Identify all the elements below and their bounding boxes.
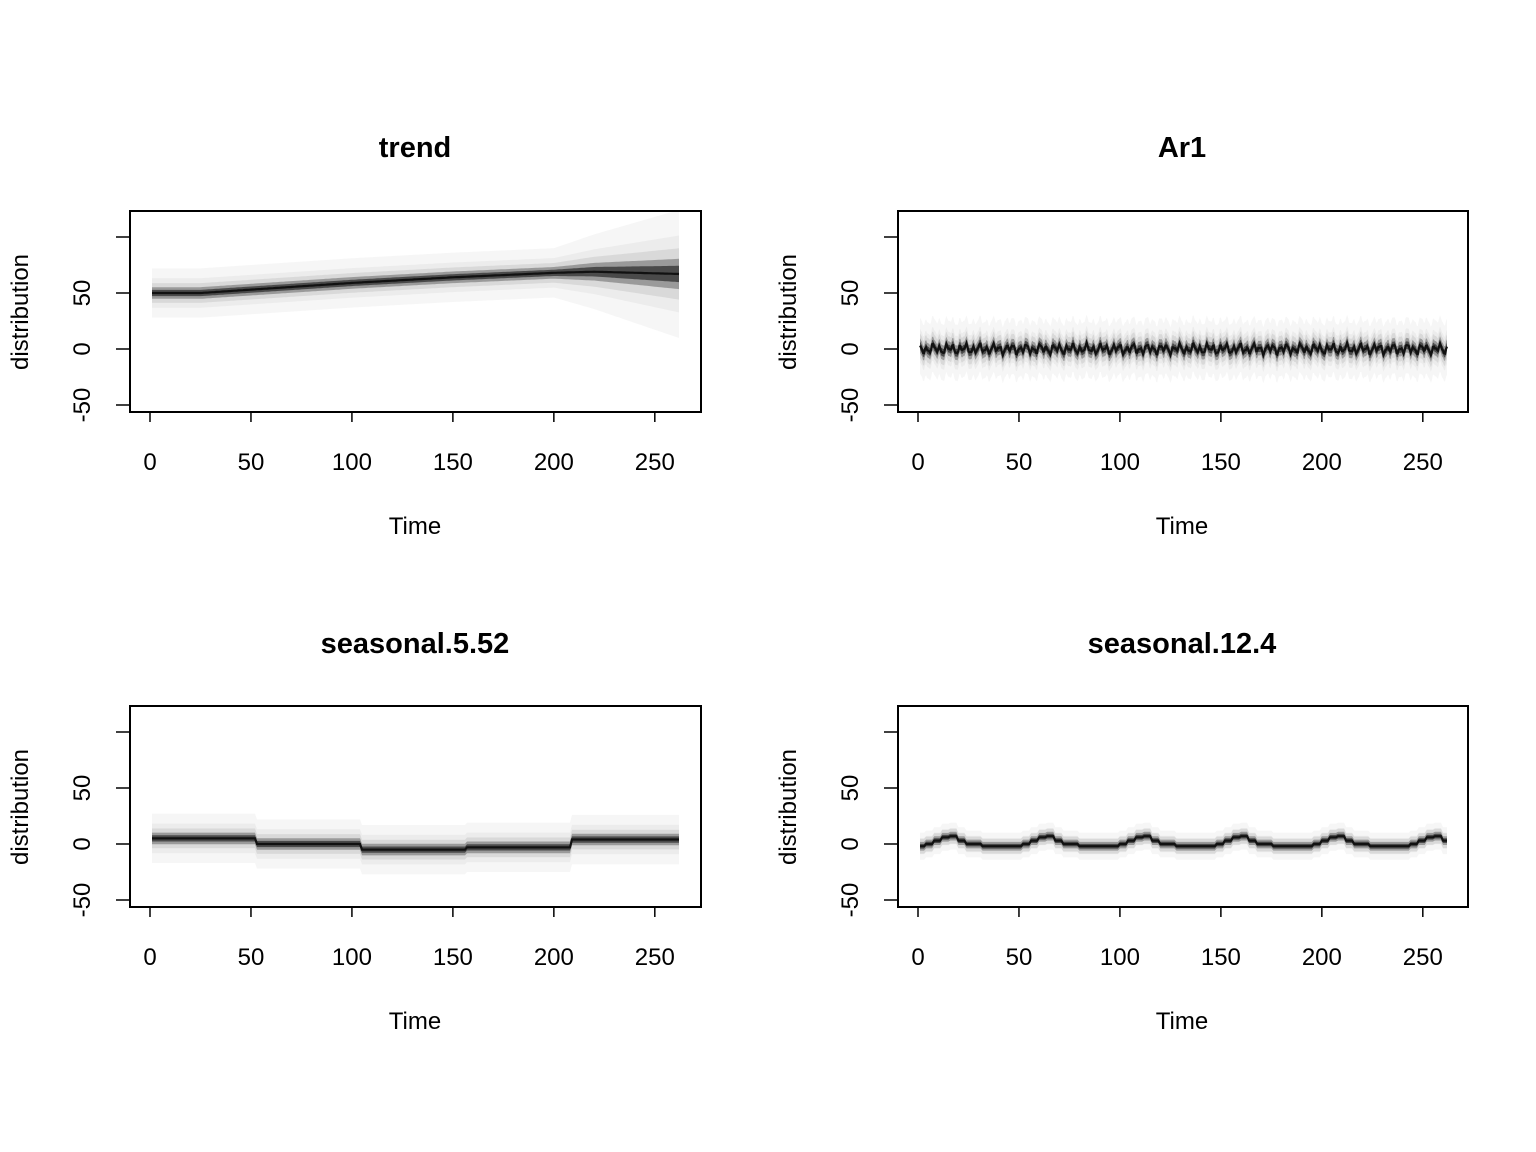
x-tick-label: 250 [1403, 944, 1443, 971]
x-tick-label: 200 [534, 449, 574, 476]
panel-title: seasonal.12.4 [1088, 628, 1277, 660]
x-tick-label: 150 [1201, 449, 1241, 476]
x-tick-label: 50 [1006, 449, 1033, 476]
panel-ar1: Ar1 0 50 100 150 200 250 -50 0 50 Time distribu… [775, 132, 1469, 540]
y-tick-label: 50 [69, 280, 96, 307]
y-tick-label: 0 [837, 342, 864, 355]
x-axis-label: Time [389, 513, 441, 540]
y-axis: -50 0 50 [69, 731, 131, 918]
y-axis-label: distribution [7, 749, 34, 865]
distribution-band-5 [920, 338, 1447, 360]
x-axis-label: Time [1156, 1008, 1208, 1035]
y-axis-label: distribution [775, 254, 802, 370]
x-tick-label: 250 [635, 944, 675, 971]
x-axis: 0 50 100 150 200 250 [911, 411, 1443, 476]
distribution-band-4 [920, 335, 1447, 363]
y-tick-label: -50 [69, 388, 96, 423]
x-tick-label: 100 [1100, 944, 1140, 971]
band-layer [920, 822, 1447, 860]
y-tick-label: 0 [69, 837, 96, 850]
x-tick-label: 0 [911, 944, 924, 971]
panel-seasonal-5-52: seasonal.5.52 0 50 100 150 200 250 -50 0 50 Tim… [7, 628, 702, 1035]
panel-trend: trend 0 50 100 150 200 250 -50 0 50 Time distri… [7, 132, 702, 540]
x-axis-label: Time [389, 1008, 441, 1035]
y-tick-label: 50 [837, 280, 864, 307]
x-tick-label: 50 [238, 944, 265, 971]
x-tick-label: 250 [1403, 449, 1443, 476]
median-line [152, 837, 679, 851]
x-tick-label: 50 [1006, 944, 1033, 971]
y-tick-label: 50 [69, 775, 96, 802]
x-tick-label: 250 [635, 449, 675, 476]
x-tick-label: 150 [1201, 944, 1241, 971]
x-tick-label: 0 [911, 449, 924, 476]
panel-title: Ar1 [1158, 132, 1206, 164]
x-tick-label: 200 [1302, 944, 1342, 971]
median-line [920, 835, 1447, 848]
y-tick-label: -50 [837, 388, 864, 423]
x-axis: 0 50 100 150 200 250 [143, 906, 675, 971]
x-axis-label: Time [1156, 513, 1208, 540]
x-axis: 0 50 100 150 200 250 [143, 411, 675, 476]
x-tick-label: 100 [1100, 449, 1140, 476]
median-line [152, 270, 680, 295]
y-tick-label: 0 [837, 837, 864, 850]
panel-seasonal-12-4: seasonal.12.4 0 50 100 150 200 250 -50 0 50 Tim… [775, 628, 1469, 1035]
y-axis-label: distribution [7, 254, 34, 370]
band-layer [919, 314, 1449, 384]
y-axis-label: distribution [775, 749, 802, 865]
band-layer [152, 813, 679, 875]
y-tick-label: -50 [69, 883, 96, 918]
x-tick-label: 200 [1302, 449, 1342, 476]
x-tick-label: 50 [238, 449, 265, 476]
y-tick-label: -50 [837, 883, 864, 918]
x-tick-label: 100 [332, 944, 372, 971]
x-tick-label: 200 [534, 944, 574, 971]
panel-title: trend [379, 132, 452, 164]
median-line [919, 338, 1449, 359]
x-tick-label: 0 [143, 449, 156, 476]
panel-title: seasonal.5.52 [321, 628, 510, 660]
y-tick-label: 50 [837, 775, 864, 802]
x-tick-label: 150 [433, 944, 473, 971]
y-tick-label: 0 [69, 342, 96, 355]
x-tick-label: 0 [143, 944, 156, 971]
x-tick-label: 100 [332, 449, 372, 476]
x-axis: 0 50 100 150 200 250 [911, 906, 1443, 971]
y-axis: -50 0 50 [837, 731, 899, 918]
x-tick-label: 150 [433, 449, 473, 476]
band-layer [152, 209, 680, 338]
y-axis: -50 0 50 [837, 236, 899, 423]
y-axis: -50 0 50 [69, 236, 131, 423]
